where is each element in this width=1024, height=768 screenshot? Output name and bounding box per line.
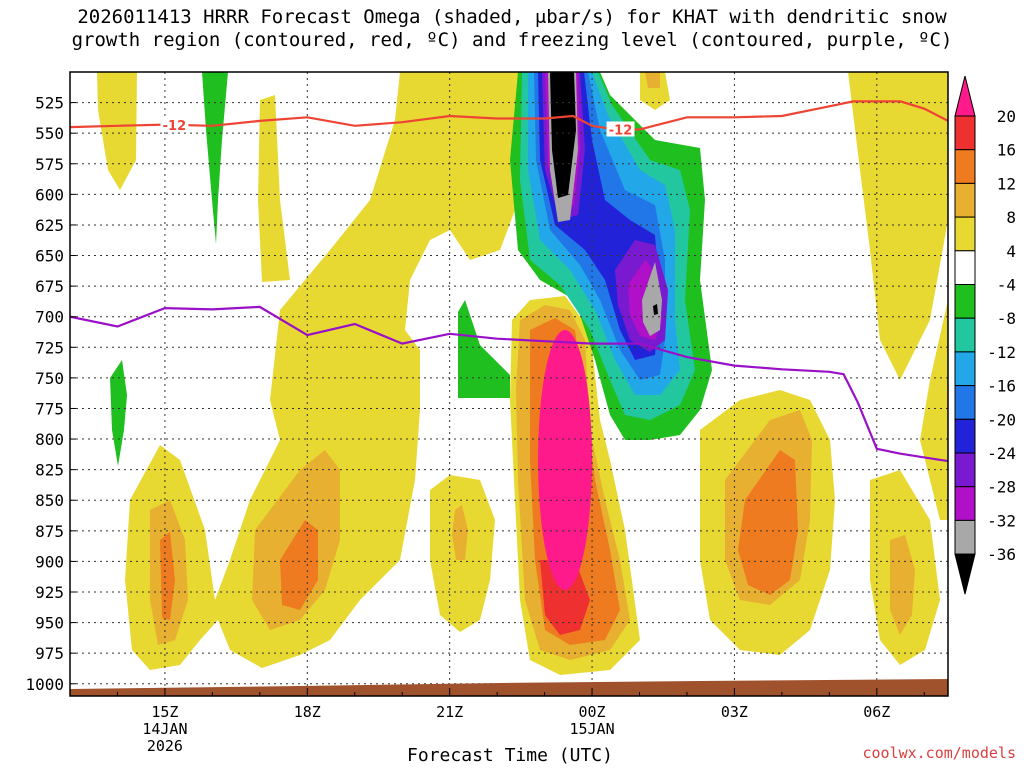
contour-label: -12 xyxy=(163,119,187,134)
y-tick-label: 850 xyxy=(35,491,64,510)
colorbar-swatch xyxy=(954,149,976,184)
colorbar-swatch xyxy=(954,418,976,454)
colorbar-label: -4 xyxy=(997,276,1016,295)
omega-region xyxy=(258,95,290,282)
y-tick-label: 875 xyxy=(35,522,64,541)
omega-region xyxy=(125,72,520,670)
omega-region xyxy=(538,330,592,590)
x-tick-date: 14JAN xyxy=(142,720,187,738)
y-tick-label: 525 xyxy=(35,94,64,113)
colorbar-label: 20 xyxy=(997,107,1016,126)
omega-region xyxy=(642,262,662,336)
colorbar-label: -36 xyxy=(987,545,1016,564)
omega-region xyxy=(738,450,798,595)
y-tick-label: 750 xyxy=(35,369,64,388)
omega-region xyxy=(848,72,948,380)
x-tick-label: 03Z xyxy=(721,703,748,721)
omega-region xyxy=(550,72,576,198)
colorbar-top-arrow xyxy=(954,75,976,117)
colorbar-bottom-arrow xyxy=(954,553,976,595)
y-tick-label: 975 xyxy=(35,644,64,663)
colorbar-label: 12 xyxy=(997,174,1016,193)
x-axis-label: Forecast Time (UTC) xyxy=(407,745,613,766)
title-line-1: 2026011413 HRRR Forecast Omega (shaded, … xyxy=(77,6,947,28)
omega-shading xyxy=(97,72,948,675)
chart-title: 2026011413 HRRR Forecast Omega (shaded, … xyxy=(0,6,1024,52)
omega-region xyxy=(97,72,137,190)
colorbar-swatch xyxy=(954,216,976,252)
colorbar-swatch xyxy=(954,385,976,420)
y-tick-label: 675 xyxy=(35,277,64,296)
contour-label: -12 xyxy=(609,124,633,139)
colorbar-swatch xyxy=(954,351,976,387)
colorbar-swatch xyxy=(954,115,976,151)
y-tick-label: 825 xyxy=(35,461,64,480)
plot-frame xyxy=(69,71,949,697)
colorbar-swatch xyxy=(954,486,976,521)
x-tick-label: 18Z xyxy=(294,703,321,721)
colorbar-swatch xyxy=(954,250,976,286)
omega-region xyxy=(202,72,228,244)
x-tick-label: 21Z xyxy=(436,703,463,721)
y-tick-label: 775 xyxy=(35,399,64,418)
y-tick-label: 900 xyxy=(35,552,64,571)
omega-region xyxy=(920,300,948,520)
omega-region xyxy=(110,360,127,466)
colorbar-swatch xyxy=(954,182,976,218)
freezing-level-line xyxy=(70,305,948,463)
colorbar-label: 8 xyxy=(1006,208,1016,227)
y-axis: 525 550 575 600 625 650 675 700 725 750 775 800 825 8… xyxy=(25,94,76,694)
colorbar-label: -16 xyxy=(987,377,1016,396)
omega-region xyxy=(160,532,175,620)
colorbar-swatch xyxy=(954,452,976,488)
ground-terrain xyxy=(70,679,948,696)
colorbar-label: -20 xyxy=(987,410,1016,429)
credit-link[interactable]: coolwx.com/models xyxy=(862,744,1016,762)
y-tick-label: 925 xyxy=(35,583,64,602)
colorbar-swatch xyxy=(954,284,976,319)
x-tick-label: 00Z xyxy=(579,703,606,721)
y-tick-label: 550 xyxy=(35,124,64,143)
colorbar-label: -12 xyxy=(987,343,1016,362)
contour-label-bg xyxy=(160,116,189,132)
gridlines xyxy=(70,72,948,696)
y-tick-label: 650 xyxy=(35,247,64,266)
colorbar: 20 16 12 8 4 -4 -8 -12 -16 -20 -24 -28 -32 -36 xyxy=(954,75,1016,595)
omega-region xyxy=(890,535,915,635)
x-tick-label: 06Z xyxy=(863,703,890,721)
x-tick-label: 15Z xyxy=(151,703,178,721)
y-tick-label: 1000 xyxy=(25,675,64,694)
colorbar-label: -8 xyxy=(997,309,1016,328)
colorbar-label: 4 xyxy=(1006,242,1016,261)
contour-label-bg xyxy=(606,121,635,137)
colorbar-swatch xyxy=(954,519,976,555)
colorbar-label: -24 xyxy=(987,444,1016,463)
colorbar-label: 16 xyxy=(997,141,1016,160)
omega-region xyxy=(540,560,590,635)
title-line-2: growth region (contoured, red, ºC) and f… xyxy=(71,29,953,51)
omega-region xyxy=(653,304,658,315)
colorbar-swatch xyxy=(954,317,976,353)
x-tick-year: 2026 xyxy=(147,737,183,755)
omega-region xyxy=(645,72,660,88)
omega-region xyxy=(280,520,318,610)
y-tick-label: 625 xyxy=(35,216,64,235)
omega-region xyxy=(452,505,468,560)
colorbar-label: -28 xyxy=(987,478,1016,497)
x-tick-date: 15JAN xyxy=(569,720,614,738)
contour-lines: -12 -12 xyxy=(70,100,948,463)
y-tick-label: 600 xyxy=(35,185,64,204)
y-tick-label: 800 xyxy=(35,430,64,449)
y-tick-label: 950 xyxy=(35,614,64,633)
y-tick-label: 725 xyxy=(35,338,64,357)
dgz-contour-line xyxy=(70,100,948,131)
y-tick-label: 700 xyxy=(35,308,64,327)
y-tick-label: 575 xyxy=(35,155,64,174)
omega-region xyxy=(458,300,510,398)
colorbar-label: -32 xyxy=(987,511,1016,530)
